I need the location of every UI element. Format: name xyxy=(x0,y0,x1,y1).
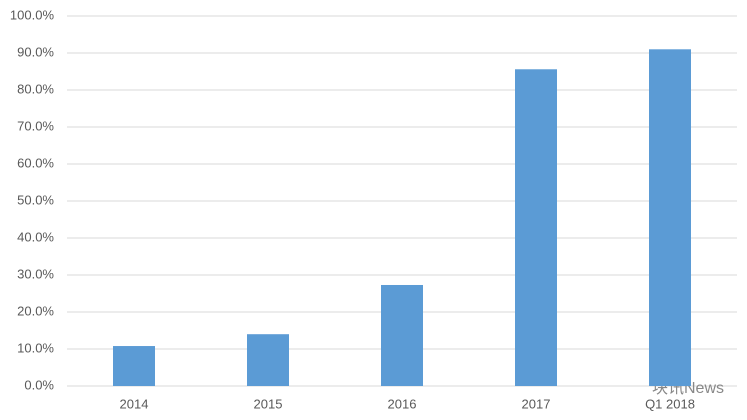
x-tick-label: 2015 xyxy=(254,396,283,411)
bar xyxy=(649,49,691,387)
x-tick-label: 2014 xyxy=(120,396,149,411)
y-tick-label: 90.0% xyxy=(17,44,54,59)
y-tick-label: 100.0% xyxy=(10,7,55,22)
bar xyxy=(515,69,557,386)
y-tick-label: 60.0% xyxy=(17,155,54,170)
y-tick-label: 70.0% xyxy=(17,118,54,133)
y-tick-label: 80.0% xyxy=(17,81,54,96)
y-tick-label: 30.0% xyxy=(17,266,54,281)
x-tick-label: 2017 xyxy=(522,396,551,411)
bar xyxy=(247,334,289,386)
y-tick-label: 10.0% xyxy=(17,340,54,355)
x-tick-label: Q1 2018 xyxy=(645,396,695,411)
bar xyxy=(381,284,423,386)
y-tick-label: 20.0% xyxy=(17,303,54,318)
y-tick-label: 0.0% xyxy=(24,377,54,392)
x-tick-label: 2016 xyxy=(388,396,417,411)
y-tick-label: 50.0% xyxy=(17,192,54,207)
y-tick-label: 40.0% xyxy=(17,229,54,244)
bar xyxy=(113,346,155,386)
